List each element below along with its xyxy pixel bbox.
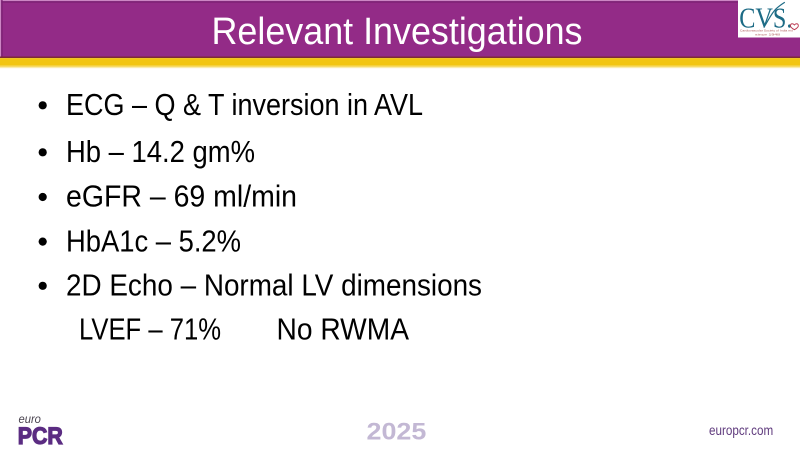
svg-text:2025: 2025 (367, 420, 427, 446)
svg-text:CVS.: CVS. (739, 4, 792, 35)
svg-text:HbA1c – 5.2%: HbA1c – 5.2% (66, 223, 241, 258)
svg-text:2D Echo – Normal LV dimensions: 2D Echo – Normal LV dimensions (66, 268, 482, 303)
svg-text:Relevant Investigations: Relevant Investigations (212, 11, 583, 53)
svg-text:europcr.com: europcr.com (709, 423, 773, 438)
svg-text:LVEF – 71%: LVEF – 71% (79, 312, 221, 347)
svg-text:No RWMA: No RWMA (277, 312, 410, 347)
svg-text:eGFR – 69 ml/min: eGFR – 69 ml/min (66, 179, 297, 214)
svg-text:since 1948: since 1948 (755, 32, 780, 36)
svg-text:ECG – Q & T inversion in AVL: ECG – Q & T inversion in AVL (66, 87, 423, 122)
svg-text:Hb – 14.2 gm%: Hb – 14.2 gm% (66, 134, 255, 169)
svg-text:euro: euro (19, 414, 42, 426)
svg-text:Cardiovascular Society of Indi: Cardiovascular Society of India est (740, 29, 793, 33)
svg-text:PCR: PCR (18, 423, 63, 450)
